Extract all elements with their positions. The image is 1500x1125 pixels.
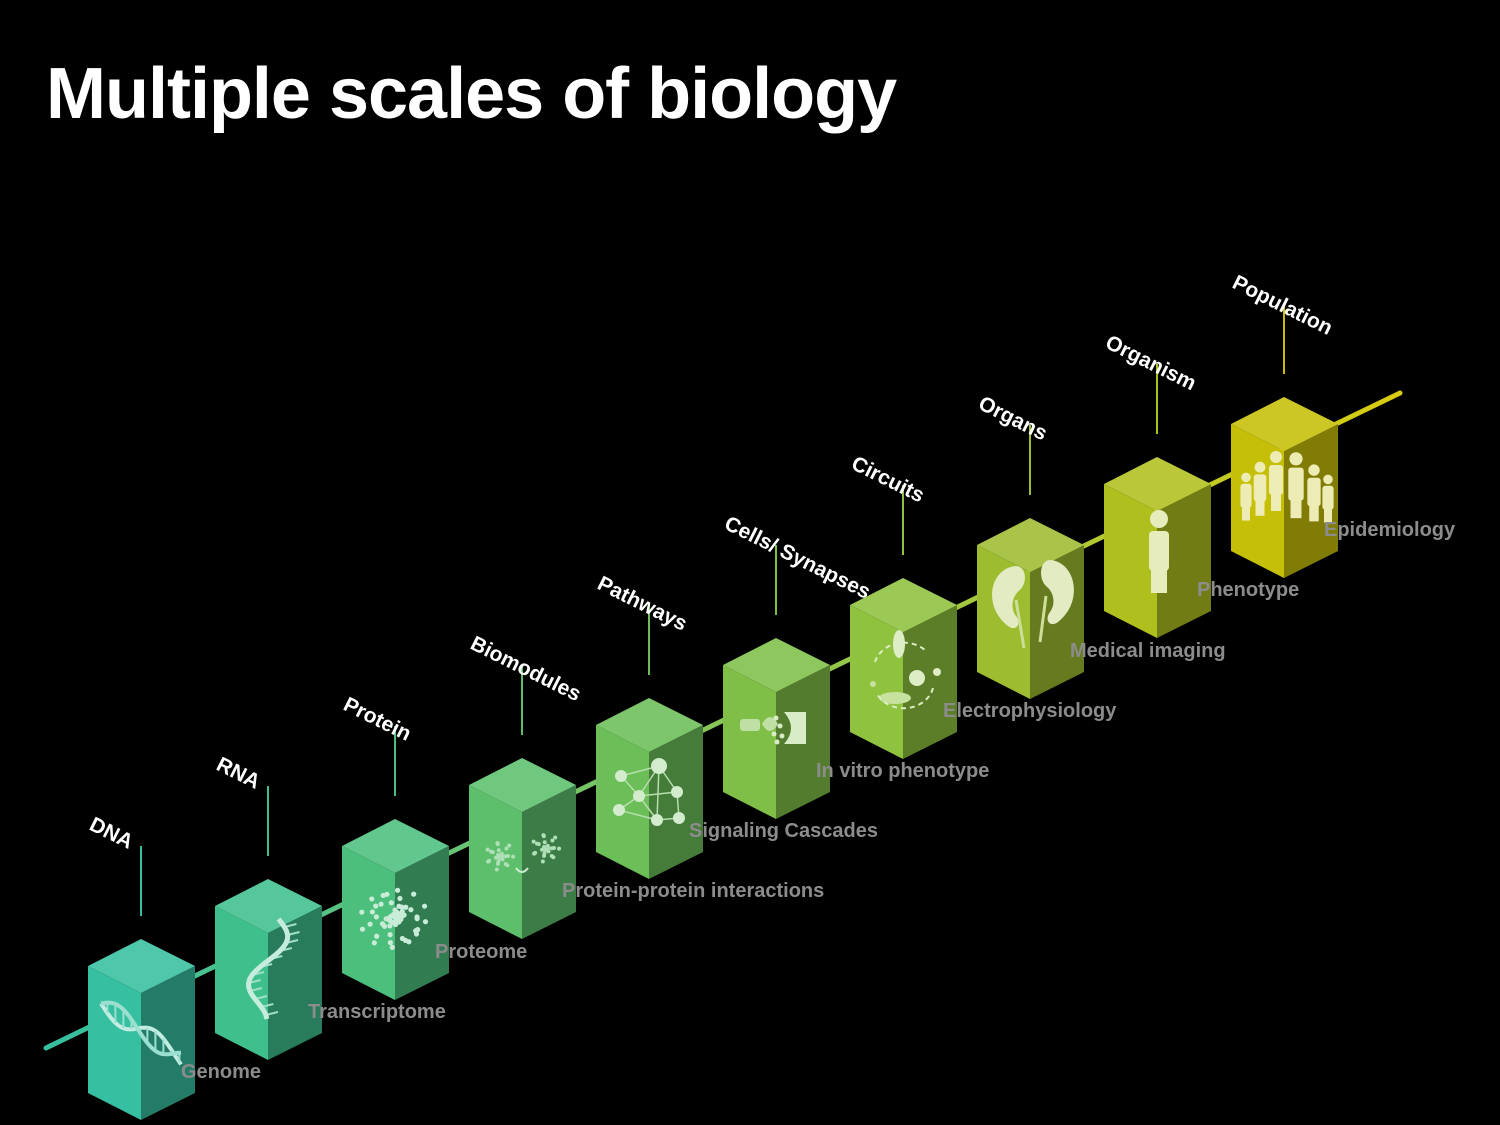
box-top-face — [596, 698, 703, 752]
box-left-face — [850, 605, 903, 759]
data-type-label: Epidemiology — [1324, 519, 1456, 541]
scale-label: Organs — [975, 392, 1051, 445]
box-top-face — [342, 819, 449, 873]
box-right-face — [395, 846, 449, 1000]
box-top-face — [88, 939, 195, 993]
protein-pair-icon — [485, 833, 562, 873]
scale-label: Cells/ Synapses — [721, 512, 874, 604]
data-type-label: Medical imaging — [1070, 640, 1226, 662]
box-top-face — [1104, 457, 1211, 511]
scale-label: Pathways — [594, 572, 691, 636]
network-icon — [613, 758, 685, 826]
box-top-face — [723, 638, 830, 692]
scale-label: RNA — [213, 753, 264, 794]
data-type-label: Phenotype — [1197, 579, 1299, 601]
people-group-icon — [1240, 451, 1334, 523]
page-title: Multiple scales of biology — [46, 54, 897, 134]
scale-stage: Protein Proteome — [340, 693, 527, 1000]
box-left-face — [723, 665, 776, 819]
rna-strand-icon — [246, 917, 300, 1020]
box-left-face — [88, 966, 141, 1120]
protein-fold-icon — [359, 887, 429, 950]
scale-label: Biomodules — [467, 632, 585, 706]
box-top-face — [850, 578, 957, 632]
box-top-face — [977, 518, 1084, 572]
box-left-face — [469, 785, 522, 939]
kidneys-icon — [992, 560, 1074, 649]
person-icon — [1149, 510, 1169, 593]
box-top-face — [215, 879, 322, 933]
data-type-label: Genome — [181, 1061, 261, 1083]
box-left-face — [215, 906, 268, 1060]
dna-helix-icon — [99, 1000, 183, 1066]
scale-label: Protein — [340, 693, 415, 746]
data-type-label: Proteome — [435, 941, 527, 963]
scale-label: Population — [1229, 271, 1336, 340]
scale-label: Organism — [1102, 331, 1200, 395]
box-top-face — [469, 758, 576, 812]
box-right-face — [268, 906, 322, 1060]
data-type-label: Electrophysiology — [943, 700, 1117, 722]
scale-label: DNA — [86, 813, 137, 854]
data-type-label: Transcriptome — [308, 1001, 446, 1023]
box-left-face — [1104, 484, 1157, 638]
circuit-cycle-icon — [870, 630, 941, 710]
data-type-label: Protein-protein interactions — [562, 880, 824, 902]
scale-label: Circuits — [848, 452, 928, 507]
data-type-label: In vitro phenotype — [816, 760, 989, 782]
box-right-face — [522, 785, 576, 939]
scale-stage: RNA Transcriptome — [213, 753, 446, 1060]
box-top-face — [1231, 397, 1338, 451]
box-left-face — [596, 725, 649, 879]
synapse-icon — [740, 712, 806, 745]
scale-stage: DNA Genome — [86, 813, 261, 1120]
box-right-face — [1157, 484, 1211, 638]
data-type-label: Signaling Cascades — [689, 820, 878, 842]
scale-stage: Pathways Signaling Cascades — [594, 572, 878, 879]
scale-stage: Population Epidemiology — [1229, 271, 1456, 578]
box-right-face — [903, 605, 957, 759]
